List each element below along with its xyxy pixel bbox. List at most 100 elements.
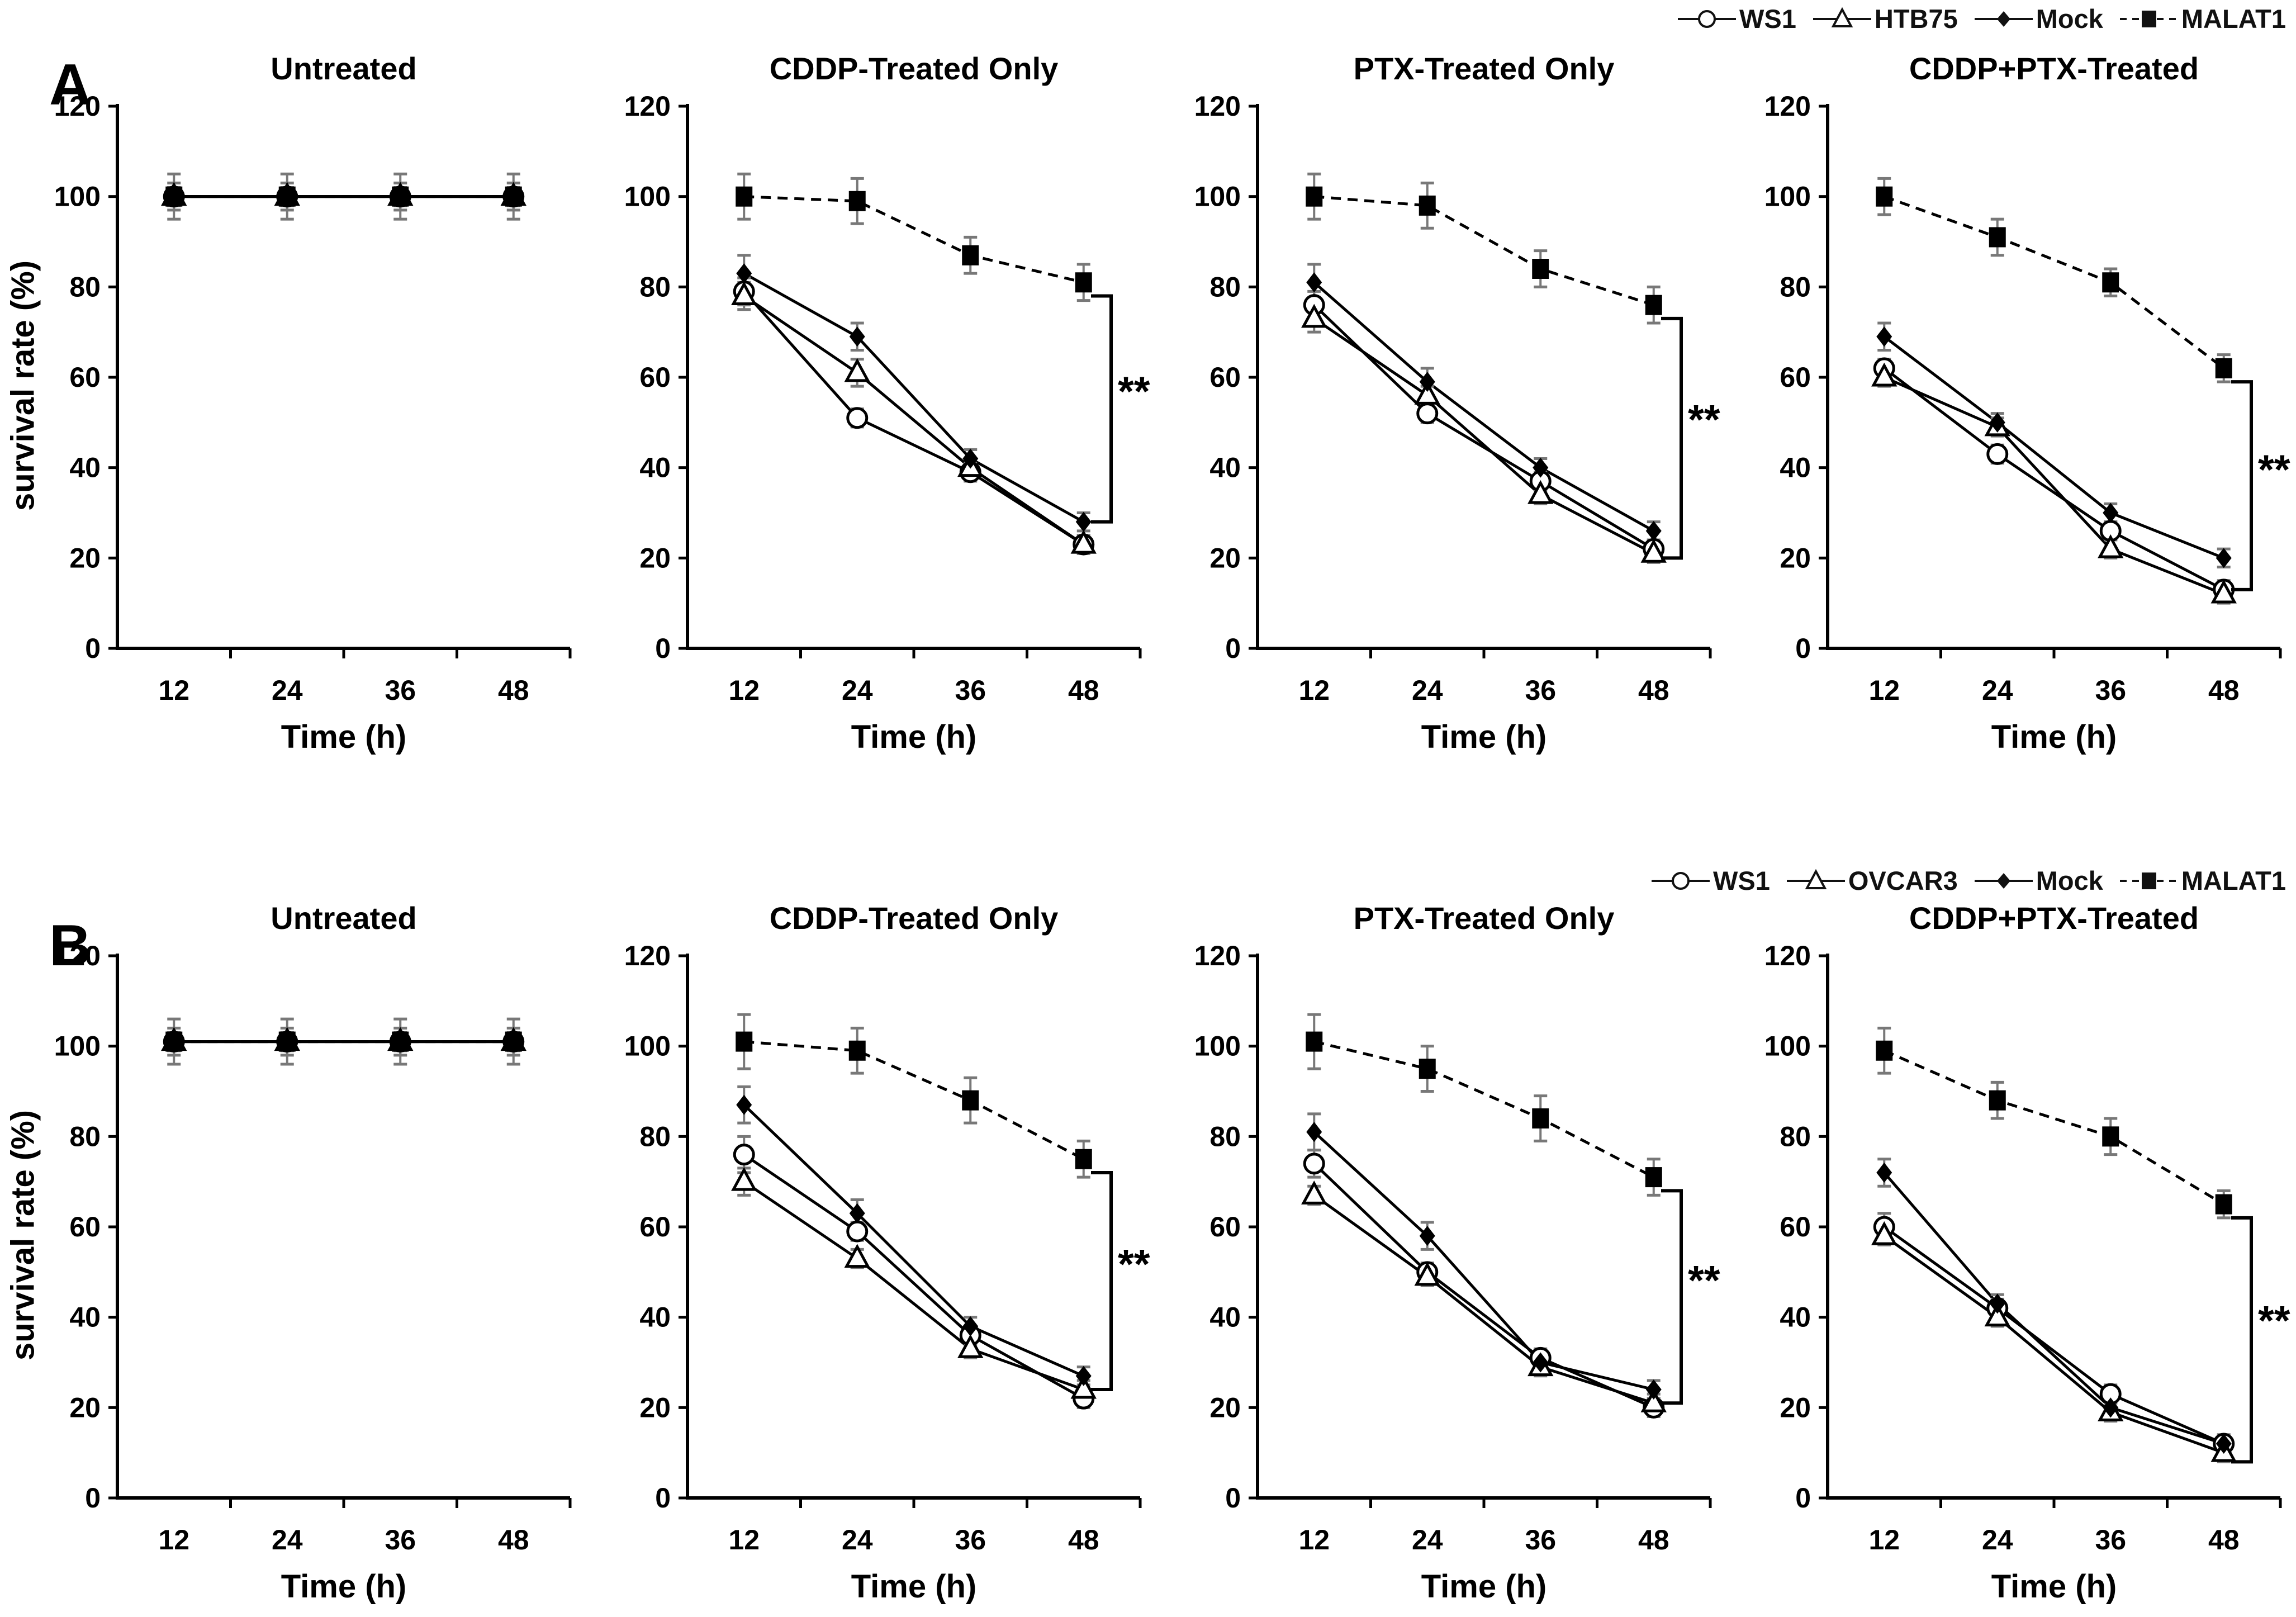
chart-title: PTX-Treated Only [1354, 51, 1615, 86]
y-tick-label: 100 [624, 181, 671, 212]
y-tick-label: 20 [1780, 1392, 1811, 1423]
data-point-filled-diamond [1876, 1163, 1892, 1183]
data-point-open-triangle [1871, 362, 1897, 387]
x-tick-label: 48 [2208, 1524, 2240, 1556]
legend-label: WS1 [1713, 866, 1770, 895]
legend-row-b: WS1 OVCAR3 Mock MALAT1 [1652, 865, 2286, 896]
y-tick-label: 40 [639, 1302, 671, 1333]
y-tick-label: 40 [639, 452, 671, 483]
series-line-malat1 [744, 195, 1084, 284]
chart-svg: Untreated 0 20 40 60 80 100 120 12 24 36 48 Time (h) [54, 51, 572, 755]
open-circle-marker-icon [1652, 871, 1710, 890]
data-point-filled-diamond [962, 1316, 979, 1336]
data-point-filled-diamond [1989, 412, 2005, 433]
data-point-open-triangle [1301, 1180, 1327, 1205]
y-tick-label: 60 [69, 362, 101, 393]
data-point-filled-diamond [736, 1094, 752, 1115]
x-tick-label: 36 [2095, 1524, 2126, 1556]
y-tick-label: 60 [1780, 362, 1811, 393]
series-markers-malat1 [736, 1031, 1092, 1169]
data-point-filled-diamond [849, 1203, 865, 1224]
axes: 0 20 40 60 80 100 120 12 24 36 48 [1194, 940, 1712, 1556]
chart-svg: PTX-Treated Only 0 20 40 60 80 100 120 12 24 36 48 T… [1194, 51, 1720, 755]
data-point-filled-diamond [1075, 1365, 1092, 1386]
open-triangle-marker-icon [1786, 869, 1845, 889]
y-tick-label: 80 [639, 271, 671, 302]
axes: 0 20 40 60 80 100 120 12 24 36 48 [1764, 940, 2282, 1556]
y-tick-label: 0 [1225, 1482, 1241, 1514]
series-markers-malat1 [165, 1031, 522, 1052]
significance-bracket [1661, 1189, 1683, 1405]
data-point-open-circle [1986, 443, 2009, 465]
y-tick-label: 60 [639, 1211, 671, 1243]
chart-a-untreated: Untreated 0 20 40 60 80 100 120 12 24 36 48 Time (h) [17, 45, 576, 794]
data-point-open-triangle [1301, 304, 1327, 328]
series-line-malat1 [744, 1040, 1084, 1160]
x-tick-label: 36 [1525, 1524, 1556, 1556]
data-point-open-triangle [1414, 381, 1440, 405]
chart-title: CDDP-Treated Only [770, 900, 1059, 936]
significance-bracket [1091, 294, 1113, 524]
x-tick-label: 36 [1525, 675, 1556, 706]
y-tick-label: 0 [655, 633, 671, 664]
y-tick-label: 40 [69, 452, 101, 483]
series-line-mock [743, 1103, 1084, 1378]
series-markers-ws1 [1303, 294, 1665, 560]
y-tick-label: 80 [639, 1121, 671, 1152]
data-point-filled-diamond [1306, 272, 1322, 293]
data-point-open-triangle [1527, 480, 1554, 504]
y-tick-label: 20 [69, 542, 101, 573]
data-point-filled-square [278, 1031, 296, 1052]
chart-title: CDDP-Treated Only [770, 51, 1059, 86]
filled-diamond-marker-icon [1974, 11, 2033, 27]
data-point-filled-square [736, 1031, 753, 1052]
axes: 0 20 40 60 80 100 120 12 24 36 48 [54, 91, 572, 706]
significance-stars: ** [1118, 1241, 1150, 1287]
y-tick-label: 120 [1194, 91, 1241, 122]
panel-b-label: B [49, 913, 92, 978]
data-point-filled-square [2215, 358, 2232, 378]
series-markers-mock [1306, 272, 1662, 541]
legend-label: OVCAR3 [1848, 866, 1958, 895]
data-point-open-triangle [1070, 1374, 1097, 1399]
y-tick-label: 40 [1209, 1302, 1241, 1333]
series-line-mock [1313, 281, 1654, 533]
chart-title: CDDP+PTX-Treated [1909, 51, 2199, 86]
data-point-filled-diamond [2216, 548, 2232, 568]
y-tick-label: 80 [1209, 271, 1241, 302]
data-point-filled-square [278, 186, 296, 207]
legend-item-ovcar3: OVCAR3 [1786, 865, 1958, 896]
y-tick-label: 80 [1780, 1121, 1811, 1152]
y-tick-label: 20 [1209, 542, 1241, 573]
data-point-open-triangle [1871, 1221, 1897, 1245]
data-point-open-circle [1416, 402, 1439, 425]
series-line-ovcar3 [1313, 1194, 1654, 1405]
y-tick-label: 100 [1194, 1031, 1241, 1062]
series-markers-malat1 [1876, 1040, 2232, 1215]
significance-stars: ** [2258, 446, 2290, 492]
series-line-ws1 [1313, 1163, 1654, 1409]
data-point-open-triangle [1414, 1262, 1440, 1286]
chart-svg: Untreated 0 20 40 60 80 100 120 12 24 36 48 Time (h) [54, 900, 572, 1605]
x-tick-label: 12 [728, 1524, 760, 1556]
data-point-open-circle [1303, 1153, 1325, 1175]
axes: 0 20 40 60 80 100 120 12 24 36 48 [1194, 91, 1712, 706]
y-tick-label: 80 [1780, 271, 1811, 302]
x-tick-label: 48 [2208, 675, 2240, 706]
series-line-mock [1883, 335, 2224, 559]
legend-row-a: WS1 HTB75 Mock MALAT1 [1678, 3, 2286, 34]
data-point-open-triangle [844, 1244, 870, 1268]
y-tick-label: 0 [85, 633, 101, 664]
chart-b-ptx-only: PTX-Treated Only 0 20 40 60 80 100 120 12 24 36 48 T… [1157, 894, 1720, 1617]
data-point-open-circle [733, 1144, 755, 1166]
y-tick-label: 100 [1764, 1031, 1811, 1062]
significance-bracket [2231, 380, 2253, 591]
data-point-filled-square [505, 1031, 522, 1052]
x-tick-label: 48 [1068, 675, 1099, 706]
data-point-filled-square [962, 1090, 979, 1111]
data-point-filled-square [1532, 259, 1549, 279]
chart-svg: CDDP-Treated Only 0 20 40 60 80 100 120 12 24 36 48… [624, 51, 1150, 755]
series-markers-mock [736, 263, 1092, 532]
x-tick-label: 48 [498, 675, 529, 706]
data-point-filled-square [1876, 186, 1893, 207]
